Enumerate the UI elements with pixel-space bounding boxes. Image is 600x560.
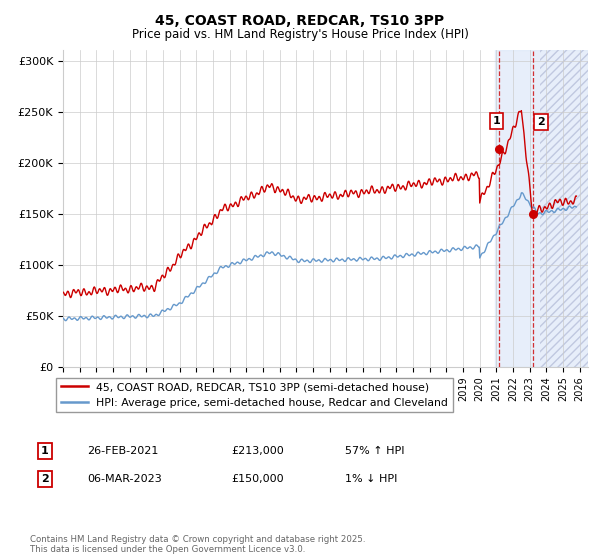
Text: 06-MAR-2023: 06-MAR-2023 [87, 474, 162, 484]
Line: HPI: Average price, semi-detached house, Redcar and Cleveland: HPI: Average price, semi-detached house,… [63, 193, 577, 321]
Text: 26-FEB-2021: 26-FEB-2021 [87, 446, 158, 456]
Legend: 45, COAST ROAD, REDCAR, TS10 3PP (semi-detached house), HPI: Average price, semi: 45, COAST ROAD, REDCAR, TS10 3PP (semi-d… [56, 378, 453, 412]
45, COAST ROAD, REDCAR, TS10 3PP (semi-detached house) [573, 193, 580, 199]
Text: £213,000: £213,000 [231, 446, 284, 456]
HPI: Average price, semi-detached house, Redcar and Cleveland: (2e+03, 4.76e+04): Average price, semi-detached house, Redc… [59, 315, 67, 321]
Line: 45, COAST ROAD, REDCAR, TS10 3PP (semi-detached house): 45, COAST ROAD, REDCAR, TS10 3PP (semi-d… [63, 111, 577, 297]
HPI: Average price, semi-detached house, Redcar and Cleveland: (2.02e+03, 1.1e+05): Average price, semi-detached house, Redc… [412, 251, 419, 258]
HPI: Average price, semi-detached house, Redcar and Cleveland: (2.02e+03, 1.15e+05): Average price, semi-detached house, Redc… [469, 246, 476, 253]
Text: 57% ↑ HPI: 57% ↑ HPI [345, 446, 404, 456]
45, COAST ROAD, REDCAR, TS10 3PP (semi-detached house) [412, 183, 419, 190]
Bar [494, 50, 588, 367]
Text: 45, COAST ROAD, REDCAR, TS10 3PP: 45, COAST ROAD, REDCAR, TS10 3PP [155, 14, 445, 28]
Text: Price paid vs. HM Land Registry's House Price Index (HPI): Price paid vs. HM Land Registry's House … [131, 28, 469, 41]
45, COAST ROAD, REDCAR, TS10 3PP (semi-detached house) [268, 181, 275, 188]
45, COAST ROAD, REDCAR, TS10 3PP (semi-detached house) [67, 294, 74, 301]
Bar [539, 50, 588, 367]
Text: 1: 1 [41, 446, 49, 456]
HPI: Average price, semi-detached house, Redcar and Cleveland: (2e+03, 5.04e+04): Average price, semi-detached house, Redc… [112, 312, 119, 319]
Text: 1% ↓ HPI: 1% ↓ HPI [345, 474, 397, 484]
HPI: Average price, semi-detached house, Redcar and Cleveland: (2.01e+03, 1.12e+05): Average price, semi-detached house, Redc… [268, 249, 275, 256]
45, COAST ROAD, REDCAR, TS10 3PP (semi-detached house) [460, 176, 467, 183]
Text: Contains HM Land Registry data © Crown copyright and database right 2025.
This d: Contains HM Land Registry data © Crown c… [30, 535, 365, 554]
Text: 2: 2 [537, 117, 545, 127]
Text: £150,000: £150,000 [231, 474, 284, 484]
HPI: Average price, semi-detached house, Redcar and Cleveland: (2.01e+03, 1.08e+05): Average price, semi-detached house, Redc… [286, 253, 293, 260]
HPI: Average price, semi-detached house, Redcar and Cleveland: (2.02e+03, 1.71e+05): Average price, semi-detached house, Redc… [518, 189, 526, 196]
HPI: Average price, semi-detached house, Redcar and Cleveland: (2e+03, 4.52e+04): Average price, semi-detached house, Redc… [62, 318, 69, 324]
45, COAST ROAD, REDCAR, TS10 3PP (semi-detached house) [286, 190, 293, 197]
Point [528, 209, 538, 218]
Text: 2: 2 [41, 474, 49, 484]
45, COAST ROAD, REDCAR, TS10 3PP (semi-detached house) [469, 172, 476, 179]
45, COAST ROAD, REDCAR, TS10 3PP (semi-detached house) [518, 108, 525, 114]
Point [494, 145, 503, 154]
HPI: Average price, semi-detached house, Redcar and Cleveland: (2.02e+03, 1.17e+05): Average price, semi-detached house, Redc… [460, 244, 467, 250]
45, COAST ROAD, REDCAR, TS10 3PP (semi-detached house) [59, 289, 67, 296]
HPI: Average price, semi-detached house, Redcar and Cleveland: (2.03e+03, 1.57e+05): Average price, semi-detached house, Redc… [573, 203, 580, 210]
45, COAST ROAD, REDCAR, TS10 3PP (semi-detached house) [112, 285, 119, 292]
Text: 1: 1 [493, 116, 500, 126]
